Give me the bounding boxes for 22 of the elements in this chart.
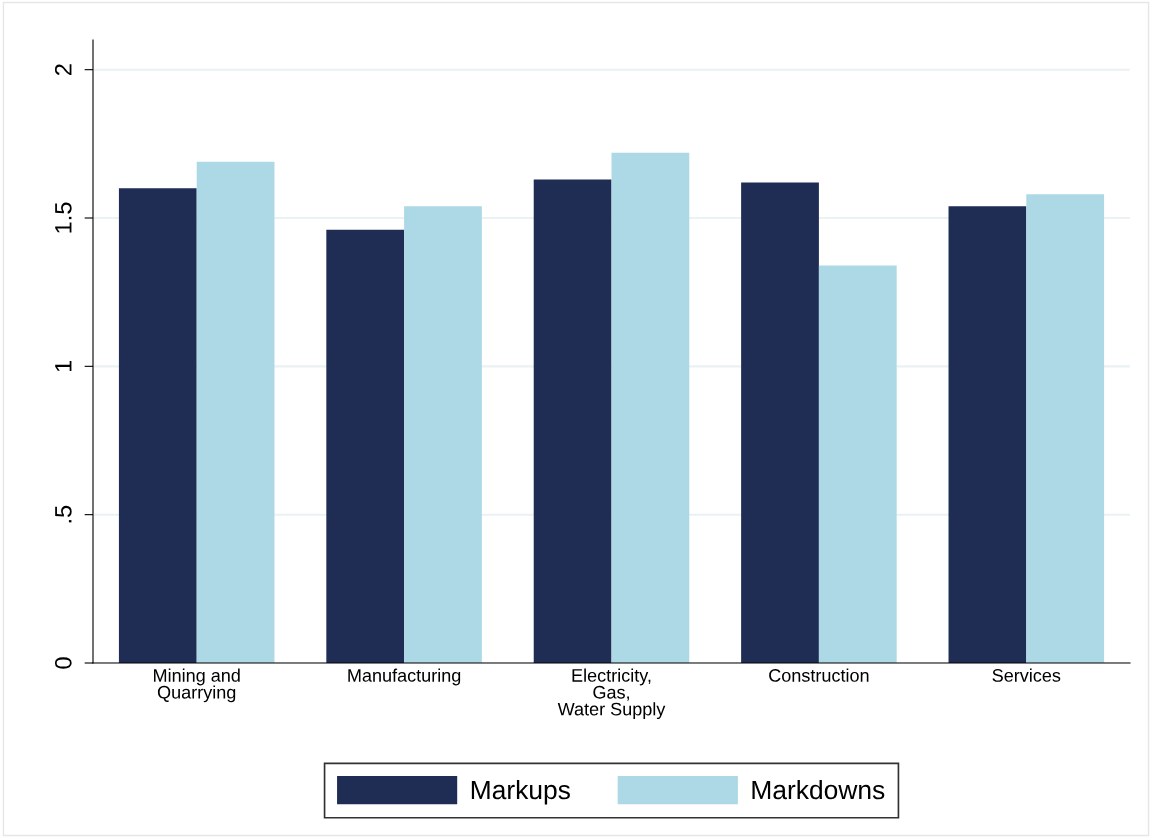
y-tick-label: 0 bbox=[54, 657, 72, 669]
bar bbox=[611, 152, 690, 663]
x-tick-label: Mining and Quarrying bbox=[154, 668, 240, 703]
x-tick-label: Electricity, Gas, Water Supply bbox=[557, 668, 666, 720]
bar bbox=[818, 265, 897, 663]
bar bbox=[533, 179, 612, 663]
legend-label: Markups bbox=[471, 779, 570, 805]
bar bbox=[196, 161, 275, 663]
bar bbox=[326, 229, 405, 663]
y-tick-label: .5 bbox=[55, 505, 72, 523]
y-tick-label: 1 bbox=[55, 360, 72, 372]
bar bbox=[118, 188, 197, 663]
legend-label: Markdowns bbox=[752, 779, 885, 800]
bar bbox=[404, 206, 482, 663]
x-tick-label: Manufacturing bbox=[348, 668, 461, 686]
x-tick-label: Construction bbox=[769, 668, 869, 682]
x-tick-label: Services bbox=[992, 668, 1061, 682]
y-tick-label: 1.5 bbox=[55, 202, 72, 233]
bar bbox=[741, 182, 819, 663]
y-tick-label: 2 bbox=[54, 64, 72, 76]
bar bbox=[948, 206, 1027, 663]
bar bbox=[1026, 194, 1105, 663]
